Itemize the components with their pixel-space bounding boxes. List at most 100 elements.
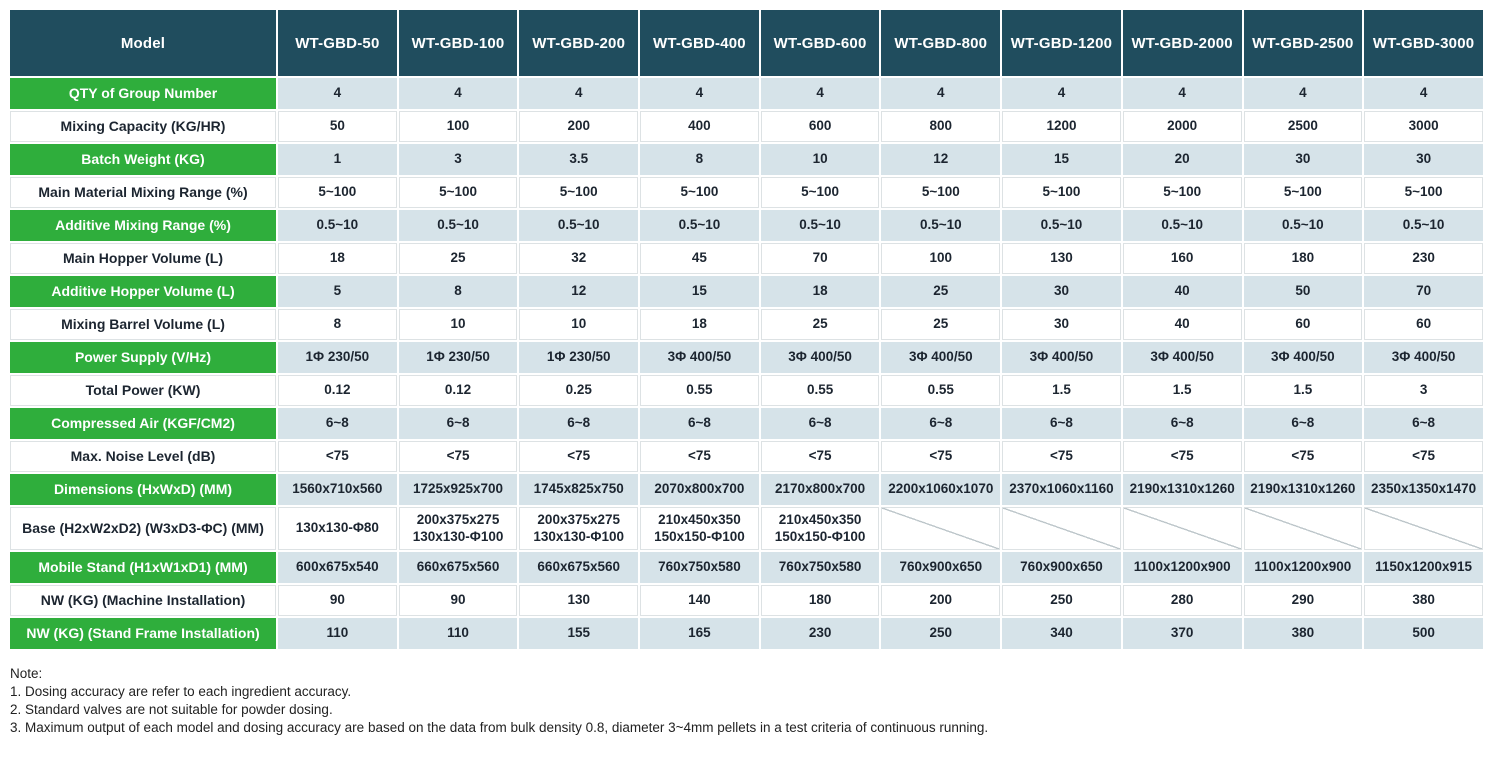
spec-cell: 0.5~10 [881, 210, 1001, 241]
table-row: Additive Mixing Range (%) 0.5~10 0.5~10 0.5… [10, 210, 1483, 241]
spec-cell: 210x450x350 150x150-Φ100 [760, 507, 880, 550]
spec-cell: 0.5~10 [1002, 210, 1121, 241]
spec-cell: 18 [278, 243, 397, 274]
spec-cell: 4 [1364, 78, 1483, 109]
table-row: Compressed Air (KGF/CM2) 6~8 6~8 6~8 6~8 6~8 6… [10, 408, 1483, 439]
spec-cell: 160 [1122, 243, 1242, 274]
spec-cell: 3 [1364, 375, 1483, 406]
spec-cell: 0.55 [760, 375, 880, 406]
spec-cell: 1.5 [1122, 375, 1242, 406]
spec-cell: 6~8 [398, 408, 518, 439]
spec-cell: 250 [1002, 585, 1121, 616]
row-label: Max. Noise Level (dB) [10, 441, 276, 472]
row-label: Base (H2xW2xD2) (W3xD3-ΦC) (MM) [10, 507, 276, 550]
spec-cell: 280 [1122, 585, 1242, 616]
spec-cell: 6~8 [1122, 408, 1242, 439]
spec-cell: 10 [760, 144, 880, 175]
table-row: Max. Noise Level (dB) <75 <75 <75 <75 <75 <75 <… [10, 441, 1483, 472]
spec-cell: 0.5~10 [1243, 210, 1363, 241]
column-header: WT-GBD-50 [278, 10, 397, 76]
spec-cell: 250 [881, 618, 1001, 649]
spec-cell: 3Φ 400/50 [760, 342, 880, 373]
spec-cell: 5 [278, 276, 397, 307]
table-body: QTY of Group Number 4 4 4 4 4 4 4 4 4 4 Mixing Capa… [10, 78, 1483, 649]
spec-cell: 660x675x560 [519, 552, 639, 583]
table-row: NW (KG) (Machine Installation) 90 90 130 140… [10, 585, 1483, 616]
spec-cell: 5~100 [1364, 177, 1483, 208]
column-header-model: Model [10, 10, 276, 76]
spec-cell: 110 [278, 618, 397, 649]
table-row: Base (H2xW2xD2) (W3xD3-ΦC) (MM) 130x130-Φ… [10, 507, 1483, 550]
table-row: Main Material Mixing Range (%) 5~100 5~100… [10, 177, 1483, 208]
spec-cell: 1745x825x750 [519, 474, 639, 505]
spec-cell: 660x675x560 [398, 552, 518, 583]
spec-cell: 340 [1002, 618, 1121, 649]
row-label: Additive Hopper Volume (L) [10, 276, 276, 307]
spec-cell: 130 [519, 585, 639, 616]
spec-cell: 6~8 [760, 408, 880, 439]
spec-cell: 1100x1200x900 [1122, 552, 1242, 583]
spec-cell: 380 [1364, 585, 1483, 616]
empty-diagonal-cell [881, 507, 1001, 550]
spec-cell: 70 [1364, 276, 1483, 307]
spec-cell: 5~100 [398, 177, 518, 208]
spec-cell: 40 [1122, 276, 1242, 307]
notes-title: Note: [10, 666, 43, 681]
spec-cell: 600 [760, 111, 880, 142]
spec-cell: 400 [640, 111, 759, 142]
row-label: Additive Mixing Range (%) [10, 210, 276, 241]
spec-cell: 230 [760, 618, 880, 649]
spec-cell: 165 [640, 618, 759, 649]
row-label: QTY of Group Number [10, 78, 276, 109]
empty-diagonal-cell [1002, 507, 1121, 550]
spec-cell: 155 [519, 618, 639, 649]
spec-cell: 200 [519, 111, 639, 142]
spec-cell: 4 [398, 78, 518, 109]
table-row: NW (KG) (Stand Frame Installation) 110 110… [10, 618, 1483, 649]
spec-cell: 3 [398, 144, 518, 175]
spec-cell: 15 [640, 276, 759, 307]
table-row: Batch Weight (KG) 1 3 3.5 8 10 12 15 20 30 30 [10, 144, 1483, 175]
spec-cell: 3000 [1364, 111, 1483, 142]
spec-cell: 30 [1002, 309, 1121, 340]
spec-cell: 1 [278, 144, 397, 175]
spec-cell: 6~8 [640, 408, 759, 439]
spec-cell: 0.55 [881, 375, 1001, 406]
spec-cell: 30 [1243, 144, 1363, 175]
spec-cell: 500 [1364, 618, 1483, 649]
empty-diagonal-cell [1364, 507, 1483, 550]
note-item: 3. Maximum output of each model and dosi… [10, 720, 989, 735]
table-row: Dimensions (HxWxD) (MM) 1560x710x560 1725x… [10, 474, 1483, 505]
spec-cell: 5~100 [881, 177, 1001, 208]
row-label: NW (KG) (Machine Installation) [10, 585, 276, 616]
empty-diagonal-cell [1243, 507, 1363, 550]
spec-cell: 0.5~10 [1122, 210, 1242, 241]
spec-cell: 70 [760, 243, 880, 274]
spec-cell: 60 [1364, 309, 1483, 340]
spec-cell: 760x750x580 [640, 552, 759, 583]
spec-cell: 0.5~10 [278, 210, 397, 241]
spec-cell: 6~8 [1364, 408, 1483, 439]
spec-cell: 25 [398, 243, 518, 274]
spec-cell: 20 [1122, 144, 1242, 175]
spec-cell: 0.5~10 [398, 210, 518, 241]
spec-cell: 1150x1200x915 [1364, 552, 1483, 583]
spec-cell: 30 [1364, 144, 1483, 175]
spec-cell: 45 [640, 243, 759, 274]
spec-cell: 25 [881, 276, 1001, 307]
spec-cell: 2350x1350x1470 [1364, 474, 1483, 505]
spec-cell: 2070x800x700 [640, 474, 759, 505]
column-header: WT-GBD-600 [760, 10, 880, 76]
row-label: Main Hopper Volume (L) [10, 243, 276, 274]
spec-cell: <75 [278, 441, 397, 472]
row-label: Dimensions (HxWxD) (MM) [10, 474, 276, 505]
row-label: Compressed Air (KGF/CM2) [10, 408, 276, 439]
spec-cell: <75 [1002, 441, 1121, 472]
spec-cell: 4 [881, 78, 1001, 109]
spec-cell: 2190x1310x1260 [1122, 474, 1242, 505]
spec-cell: 5~100 [1002, 177, 1121, 208]
spec-cell: 4 [640, 78, 759, 109]
spec-cell: 3Φ 400/50 [881, 342, 1001, 373]
row-label: NW (KG) (Stand Frame Installation) [10, 618, 276, 649]
spec-cell: 200x375x275 130x130-Φ100 [519, 507, 639, 550]
